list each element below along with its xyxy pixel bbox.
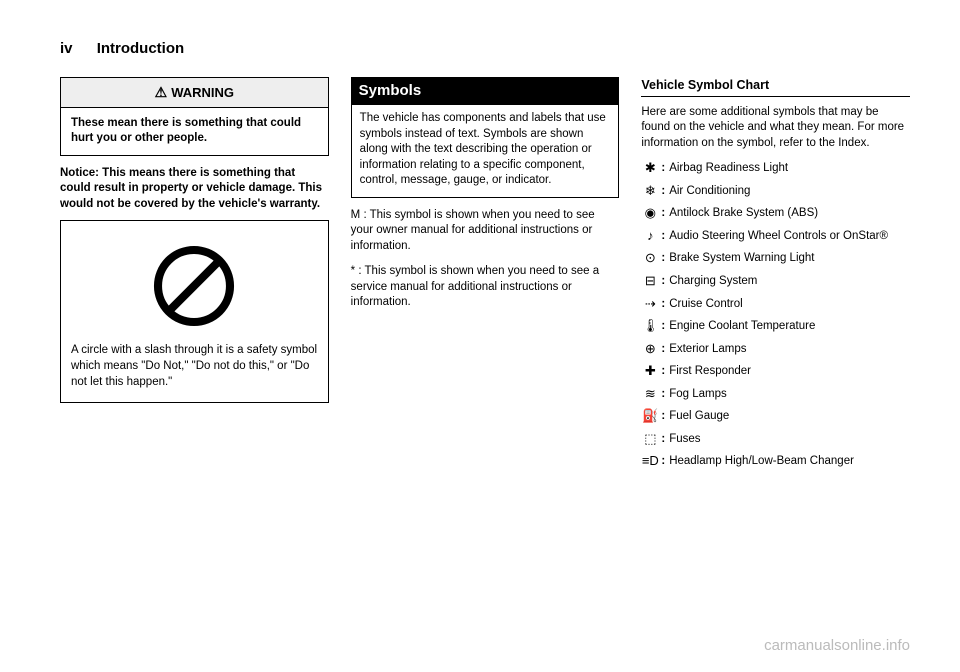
symbol-label: Cruise Control bbox=[669, 297, 910, 313]
symbol-label: Audio Steering Wheel Controls or OnStar® bbox=[669, 229, 910, 245]
symbol-glyph-icon: ⊕ bbox=[641, 342, 659, 355]
symbol-colon: : bbox=[661, 409, 665, 425]
symbol-colon: : bbox=[661, 342, 665, 358]
symbol-list-item: 🌡:Engine Coolant Temperature bbox=[641, 319, 910, 335]
symbol-list-item: ♪:Audio Steering Wheel Controls or OnSta… bbox=[641, 229, 910, 245]
symbol-list: ✱:Airbag Readiness Light❄:Air Conditioni… bbox=[641, 161, 910, 469]
page-header: iv Introduction bbox=[60, 40, 910, 57]
symbol-colon: : bbox=[661, 251, 665, 267]
symbol-list-item: ✱:Airbag Readiness Light bbox=[641, 161, 910, 177]
symbol-label: Engine Coolant Temperature bbox=[669, 319, 910, 335]
symbol-colon: : bbox=[661, 206, 665, 222]
symbol-label: Brake System Warning Light bbox=[669, 251, 910, 267]
symbol-label: Airbag Readiness Light bbox=[669, 161, 910, 177]
symbol-list-item: ⬚:Fuses bbox=[641, 432, 910, 448]
warning-header: WARNING bbox=[61, 78, 328, 108]
symbols-intro-frame: The vehicle has components and labels th… bbox=[351, 105, 620, 198]
symbol-colon: : bbox=[661, 432, 665, 448]
symbol-list-item: ⇢:Cruise Control bbox=[641, 297, 910, 313]
symbols-heading: Symbols bbox=[351, 77, 620, 105]
symbol-glyph-icon: ⊟ bbox=[641, 274, 659, 287]
symbol-glyph-icon: ⇢ bbox=[641, 297, 659, 310]
symbol-glyph-icon: ✚ bbox=[641, 364, 659, 377]
watermark: carmanualsonline.info bbox=[764, 637, 910, 654]
symbol-glyph-icon: ◉ bbox=[641, 206, 659, 219]
warning-box: WARNING These mean there is something th… bbox=[60, 77, 329, 156]
vehicle-symbol-chart-heading: Vehicle Symbol Chart bbox=[641, 77, 910, 97]
symbol-colon: : bbox=[661, 364, 665, 380]
page-title: Introduction bbox=[97, 40, 184, 57]
symbol-glyph-icon: ⛽ bbox=[641, 409, 659, 422]
symbol-colon: : bbox=[661, 229, 665, 245]
symbol-list-item: ⊕:Exterior Lamps bbox=[641, 342, 910, 358]
symbol-label: Charging System bbox=[669, 274, 910, 290]
symbol-list-item: ⊙:Brake System Warning Light bbox=[641, 251, 910, 267]
symbol-glyph-icon: 🌡 bbox=[641, 319, 659, 332]
column-2: Symbols The vehicle has components and l… bbox=[351, 77, 620, 477]
chart-intro: Here are some additional symbols that ma… bbox=[641, 105, 910, 152]
symbol-label: Fuses bbox=[669, 432, 910, 448]
symbol-glyph-icon: ✱ bbox=[641, 161, 659, 174]
column-1: WARNING These mean there is something th… bbox=[60, 77, 329, 477]
symbol-colon: : bbox=[661, 387, 665, 403]
symbol-label: Fuel Gauge bbox=[669, 409, 910, 425]
symbol-list-item: ◉:Antilock Brake System (ABS) bbox=[641, 206, 910, 222]
service-symbol-text: * : This symbol is shown when you need t… bbox=[351, 264, 620, 311]
symbol-colon: : bbox=[661, 274, 665, 290]
symbols-intro: The vehicle has components and labels th… bbox=[360, 112, 606, 186]
symbol-colon: : bbox=[661, 319, 665, 335]
symbol-label: Exterior Lamps bbox=[669, 342, 910, 358]
symbol-colon: : bbox=[661, 297, 665, 313]
symbol-list-item: ⛽:Fuel Gauge bbox=[641, 409, 910, 425]
symbol-glyph-icon: ♪ bbox=[641, 229, 659, 242]
manual-page: iv Introduction WARNING These mean there… bbox=[0, 0, 960, 497]
do-not-caption: A circle with a slash through it is a sa… bbox=[71, 343, 318, 390]
symbol-label: Antilock Brake System (ABS) bbox=[669, 206, 910, 222]
symbol-list-item: ✚:First Responder bbox=[641, 364, 910, 380]
warning-body: These mean there is something that could… bbox=[61, 108, 328, 155]
symbol-colon: : bbox=[661, 454, 665, 470]
symbol-label: First Responder bbox=[669, 364, 910, 380]
symbol-glyph-icon: ❄ bbox=[641, 184, 659, 197]
symbol-glyph-icon: ≋ bbox=[641, 387, 659, 400]
page-number: iv bbox=[60, 40, 73, 57]
symbol-glyph-icon: ≡D bbox=[641, 454, 659, 467]
symbol-glyph-icon: ⬚ bbox=[641, 432, 659, 445]
symbol-list-item: ⊟:Charging System bbox=[641, 274, 910, 290]
symbol-label: Air Conditioning bbox=[669, 184, 910, 200]
symbol-label: Headlamp High/Low-Beam Changer bbox=[669, 454, 910, 470]
symbol-list-item: ❄:Air Conditioning bbox=[641, 184, 910, 200]
do-not-symbol-box: A circle with a slash through it is a sa… bbox=[60, 220, 329, 403]
notice-text: Notice: This means there is something th… bbox=[60, 166, 329, 213]
symbol-list-item: ≋:Fog Lamps bbox=[641, 387, 910, 403]
do-not-icon bbox=[149, 241, 239, 331]
symbol-list-item: ≡D:Headlamp High/Low-Beam Changer bbox=[641, 454, 910, 470]
symbol-colon: : bbox=[661, 184, 665, 200]
content-columns: WARNING These mean there is something th… bbox=[60, 77, 910, 477]
symbol-glyph-icon: ⊙ bbox=[641, 251, 659, 264]
symbol-colon: : bbox=[661, 161, 665, 177]
symbol-label: Fog Lamps bbox=[669, 387, 910, 403]
column-3: Vehicle Symbol Chart Here are some addit… bbox=[641, 77, 910, 477]
manual-symbol-text: M : This symbol is shown when you need t… bbox=[351, 208, 620, 255]
